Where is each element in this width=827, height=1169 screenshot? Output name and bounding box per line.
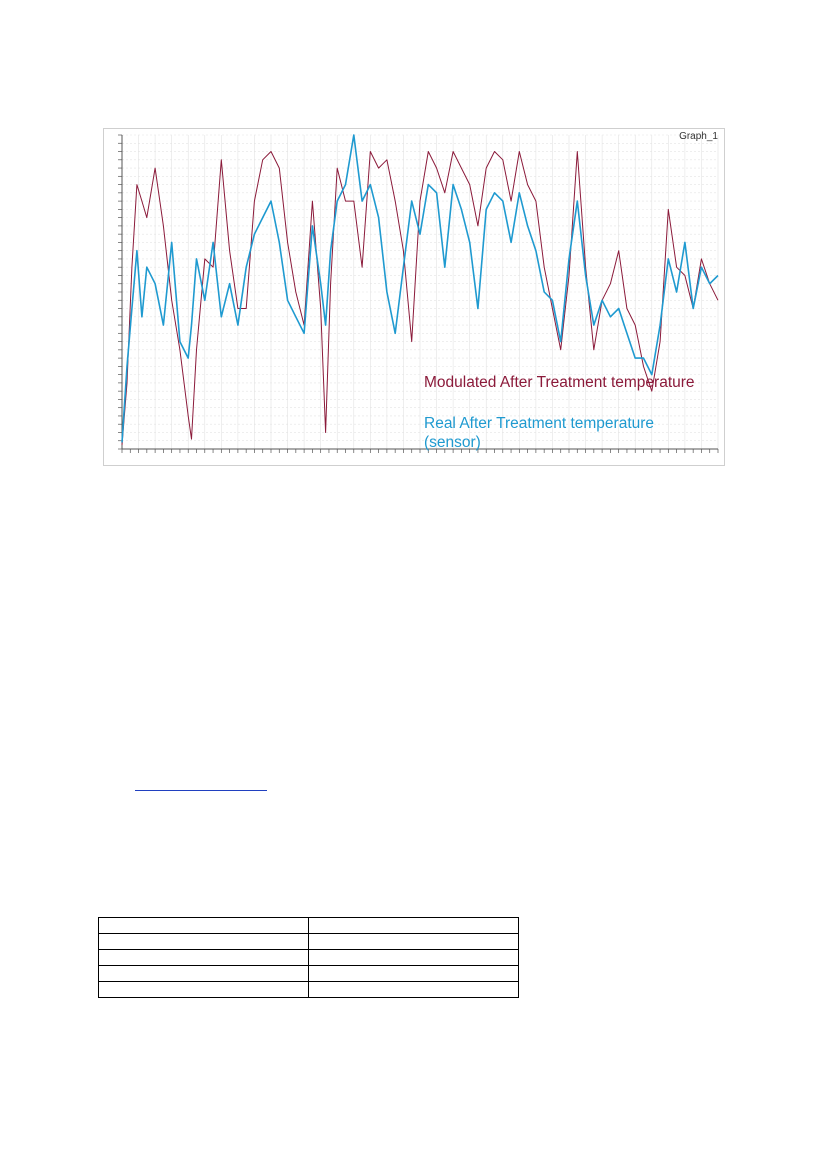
table-cell xyxy=(98,981,309,998)
table-cell xyxy=(98,917,309,934)
table-cell xyxy=(98,965,309,982)
legend-real: Real After Treatment temperature (sensor… xyxy=(424,415,655,451)
graph-corner-label: Graph_1 xyxy=(679,131,718,142)
temperature-chart: Graph_1 Modulated After Treatment temper… xyxy=(103,128,725,466)
table-cell xyxy=(308,917,519,934)
series-line-real xyxy=(121,134,719,443)
table-cell xyxy=(98,949,309,966)
table-cell xyxy=(308,981,519,998)
legend-modulated: Modulated After Treatment temperature xyxy=(424,374,695,391)
table-row xyxy=(98,981,519,998)
table-row xyxy=(98,917,519,934)
table-row xyxy=(98,933,519,950)
table-cell xyxy=(308,949,519,966)
table-row xyxy=(98,949,519,966)
document-link-underline[interactable] xyxy=(135,790,267,791)
table-cell xyxy=(308,965,519,982)
table-row xyxy=(98,965,519,982)
empty-table xyxy=(98,917,519,998)
chart-plot-svg xyxy=(118,134,719,453)
table-cell xyxy=(98,933,309,950)
table-cell xyxy=(308,933,519,950)
